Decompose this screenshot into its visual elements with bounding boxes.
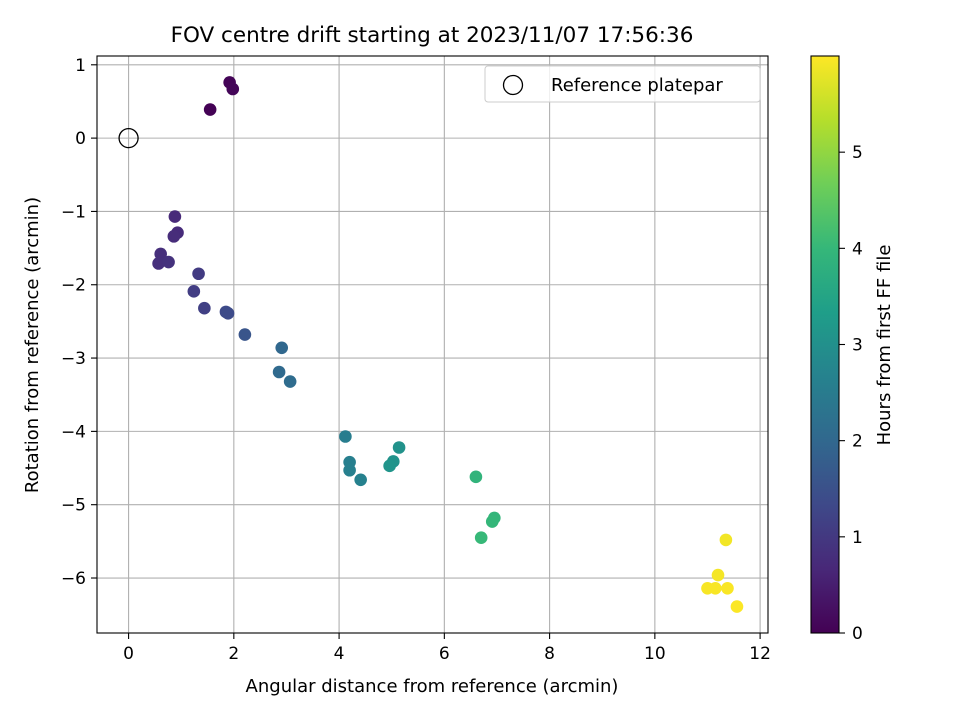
y-tick-label: −6 (61, 569, 86, 589)
colorbar-tick-label: 4 (852, 239, 863, 259)
data-point (203, 103, 217, 116)
x-tick-label: 10 (644, 644, 666, 664)
x-tick-label: 4 (334, 644, 345, 664)
data-point (711, 568, 725, 582)
colorbar-tick-label: 0 (852, 624, 863, 644)
data-point (168, 210, 182, 223)
data-point (152, 257, 165, 270)
data-point (154, 247, 167, 261)
x-tick-label: 8 (544, 644, 555, 664)
data-point (469, 470, 483, 484)
y-tick-label: 0 (75, 129, 86, 149)
data-point (392, 441, 406, 454)
y-tick-label: 1 (75, 56, 86, 76)
data-point (167, 230, 181, 243)
colorbar-ticks: 0 1 2 3 4 5 (839, 143, 863, 644)
reference-platepar-marker (118, 127, 139, 149)
data-point (474, 531, 488, 544)
data-point (730, 600, 744, 613)
data-point (192, 267, 205, 281)
y-tick-label: −4 (61, 422, 86, 442)
data-point (485, 515, 499, 528)
grid (97, 56, 768, 633)
x-tick-label: 0 (123, 644, 134, 664)
colorbar-tick-label: 5 (852, 143, 863, 163)
colorbar-tick-label: 3 (852, 336, 863, 356)
data-point (272, 365, 286, 379)
chart-title: FOV centre drift starting at 2023/11/07 … (171, 23, 694, 48)
data-point (721, 581, 734, 595)
data-point (383, 459, 396, 473)
data-point (339, 430, 352, 443)
y-tick-label: −1 (61, 202, 86, 222)
y-axis-label: Rotation from reference (arcmin) (22, 197, 43, 493)
x-axis-ticks: 0 2 4 6 8 10 12 (123, 633, 771, 664)
colorbar-label: Hours from first FF file (874, 245, 895, 446)
data-point (226, 82, 240, 96)
legend-box (484, 65, 761, 103)
colorbar: 0 1 2 3 4 5 Hours from first FF file (810, 55, 895, 644)
data-point (187, 285, 201, 298)
y-tick-label: −3 (61, 349, 86, 369)
x-tick-label: 2 (228, 644, 239, 664)
x-axis-label: Angular distance from reference (arcmin) (246, 676, 619, 697)
x-tick-label: 12 (749, 644, 771, 664)
colorbar-gradient (811, 56, 839, 633)
data-point (162, 255, 175, 269)
legend-label-reference-platepar: Reference platepar (551, 75, 723, 96)
data-point (238, 328, 252, 341)
data-point (709, 581, 722, 595)
y-tick-label: −2 (61, 276, 86, 296)
legend: Reference platepar (484, 65, 761, 103)
data-point (283, 375, 297, 388)
plot-frame (96, 55, 769, 634)
data-point (343, 463, 356, 477)
colorbar-tick-label: 2 (852, 432, 863, 452)
y-tick-label: −5 (61, 496, 86, 516)
x-tick-label: 6 (439, 644, 450, 664)
data-points (118, 76, 744, 613)
data-point (275, 341, 289, 355)
y-axis-ticks: 1 0 −1 −2 −3 −4 −5 −6 (61, 56, 97, 589)
data-point (221, 307, 235, 320)
data-point (719, 533, 733, 547)
data-point (354, 473, 367, 487)
colorbar-tick-label: 1 (852, 528, 863, 548)
data-point (198, 301, 211, 315)
legend-open-circle-marker (502, 74, 524, 96)
